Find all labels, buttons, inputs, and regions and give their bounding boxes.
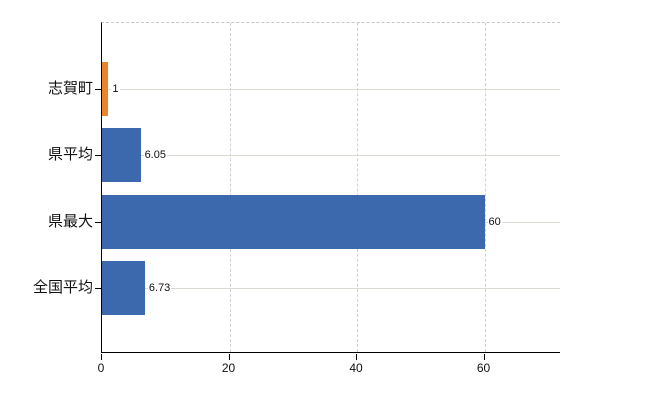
vertical-gridline — [484, 23, 486, 352]
category-tick-mark — [95, 288, 101, 289]
bar-value-label: 1 — [111, 82, 120, 96]
category-tick-mark — [95, 155, 101, 156]
horizontal-gridline — [102, 288, 560, 289]
bar — [102, 195, 485, 249]
category-label: 志賀町 — [47, 80, 93, 97]
category-tick-mark — [95, 89, 101, 90]
vertical-gridline — [357, 23, 358, 352]
x-tick-mark — [483, 354, 485, 360]
x-tick-label: 20 — [221, 361, 236, 375]
plot-area: 1 6.05 60 6.73 — [95, 22, 560, 353]
x-tick-label: 40 — [349, 361, 363, 375]
x-tick-mark — [228, 354, 230, 360]
horizontal-gridline — [102, 155, 560, 156]
bar — [102, 62, 109, 116]
category-label: 全国平均 — [32, 279, 93, 296]
bar-value-label: 6.05 — [143, 148, 167, 162]
vertical-gridline — [229, 23, 231, 352]
bar-value-label: 6.73 — [147, 281, 172, 295]
category-label: 県最大 — [47, 213, 93, 230]
x-tick-label: 0 — [97, 361, 105, 375]
x-tick-label: 60 — [476, 361, 491, 375]
bar — [102, 128, 141, 182]
category-tick-mark — [95, 222, 101, 223]
bar-value-label: 60 — [487, 215, 502, 229]
x-tick-mark — [101, 354, 102, 360]
category-label: 県平均 — [47, 146, 93, 163]
bar — [102, 261, 145, 315]
x-tick-mark — [356, 354, 357, 360]
horizontal-gridline — [102, 89, 560, 90]
